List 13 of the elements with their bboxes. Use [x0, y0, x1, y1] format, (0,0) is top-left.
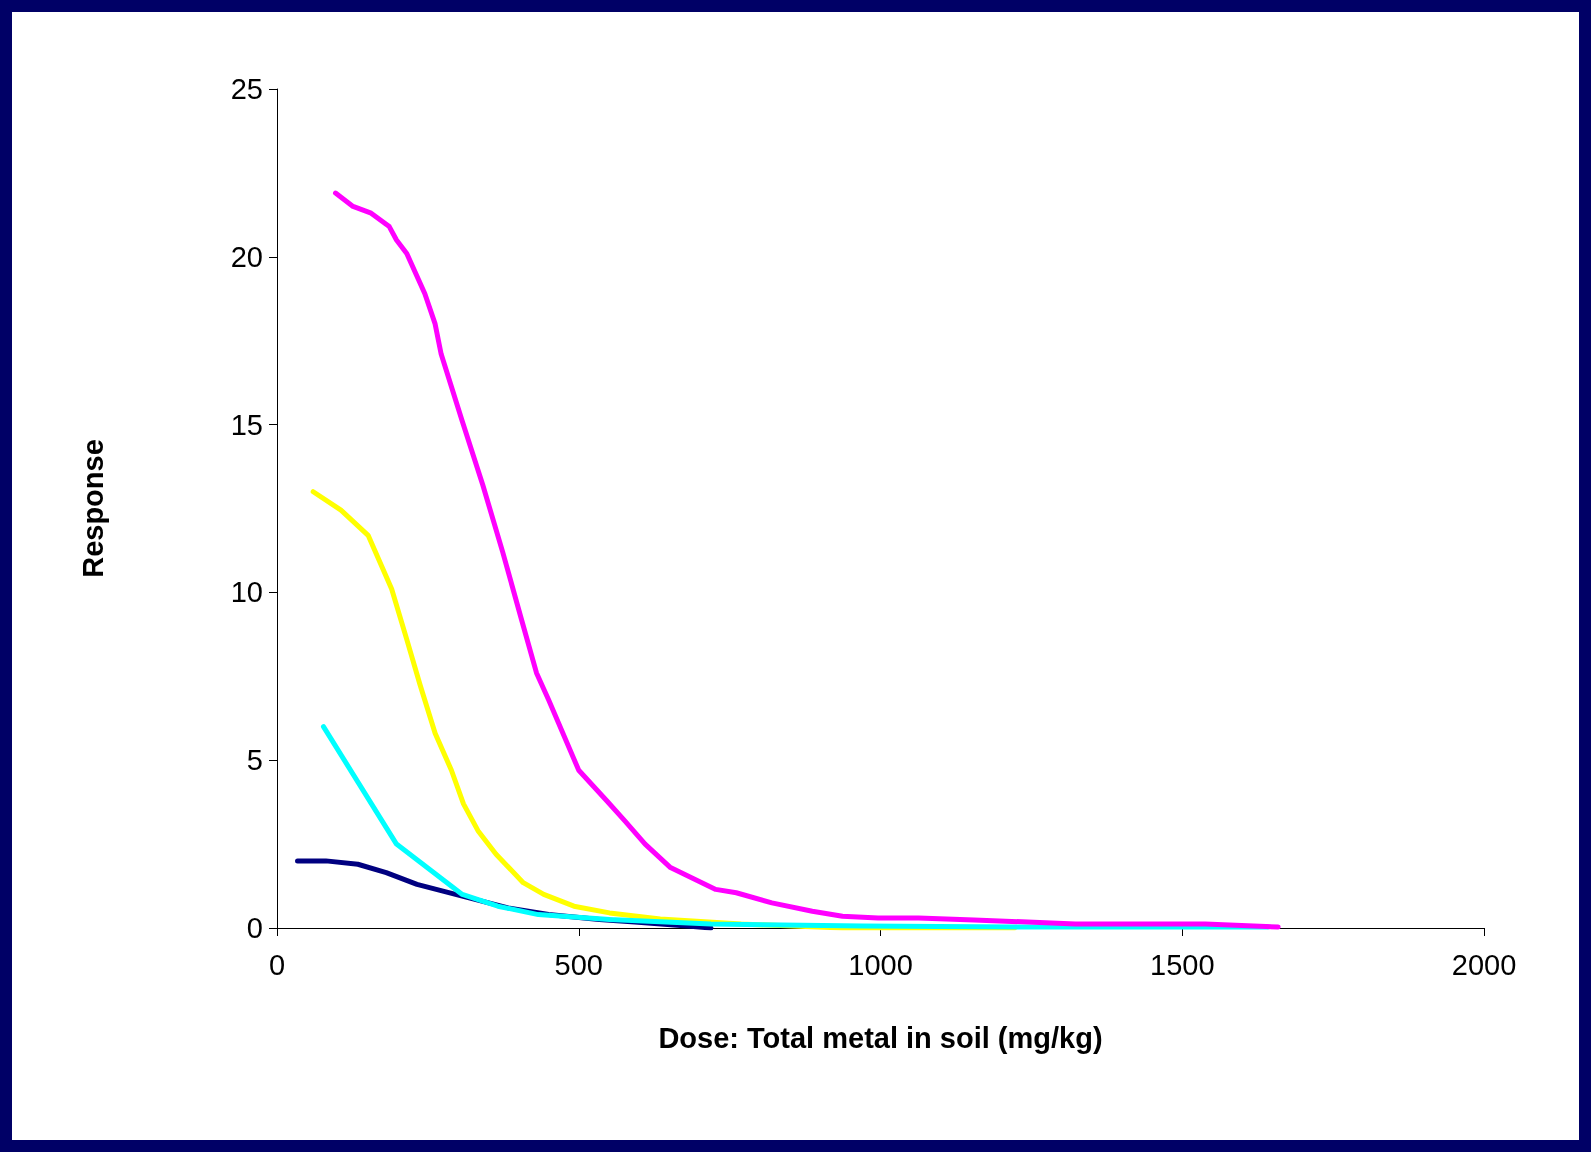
y-tick-label: 10: [230, 576, 263, 609]
y-tick-label: 25: [230, 73, 263, 105]
y-tick-label: 15: [230, 408, 263, 441]
x-axis-title: Dose: Total metal in soil (mg/kg): [658, 1021, 1103, 1054]
y-tick-label: 0: [246, 912, 263, 944]
y-tick-label: 5: [246, 744, 263, 777]
y-tick-label: 20: [230, 240, 263, 273]
x-tick-label: 2000: [1451, 948, 1517, 981]
x-tick-label: 500: [554, 948, 603, 981]
y-axis-title: Response: [76, 439, 109, 578]
x-tick-label: 0: [268, 948, 286, 981]
x-tick-label: 1000: [848, 948, 913, 981]
x-tick-label: 1500: [1149, 948, 1215, 981]
